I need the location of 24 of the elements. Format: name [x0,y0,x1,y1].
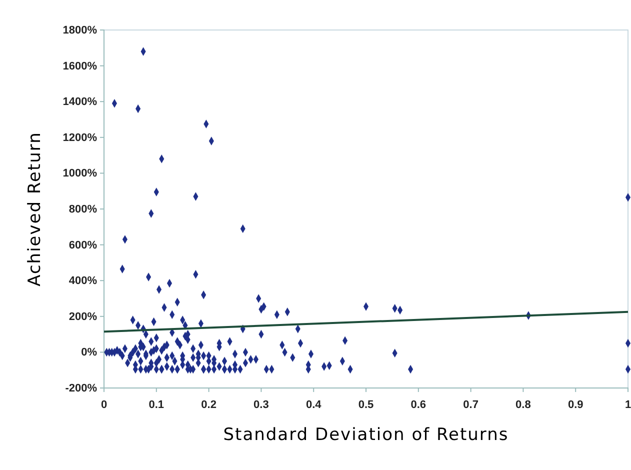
y-tick-label: 1000% [62,168,98,180]
x-tick-label: 0.1 [148,399,164,412]
y-tick-label: 400% [68,275,98,288]
y-tick-label: 600% [68,239,98,252]
y-tick-label: 1800% [62,24,98,37]
y-tick-label: 1600% [62,60,98,72]
y-tick-label: 0% [81,346,98,359]
x-tick-label: 0.2 [201,399,216,412]
x-tick-label: 0.3 [254,399,269,412]
x-tick-label: 0.4 [306,399,322,412]
x-tick-label: 0.9 [568,399,584,412]
x-tick-label: 0.6 [410,399,426,412]
x-tick-label: 0 [100,399,108,412]
y-tick-label: 200% [68,310,98,323]
x-tick-label: 1 [624,399,631,412]
y-tick-label: -200% [65,382,98,395]
y-axis-title: Achieved Return [25,132,45,286]
y-tick-label: 800% [68,204,98,216]
x-axis-title: Standard Deviation of Returns [223,425,509,445]
x-tick-label: 0.7 [463,399,478,412]
x-tick-label: 0.8 [516,399,531,412]
x-tick-label: 0.5 [358,399,374,412]
y-tick-label: 1400% [62,96,98,108]
y-tick-label: 1200% [62,132,98,144]
